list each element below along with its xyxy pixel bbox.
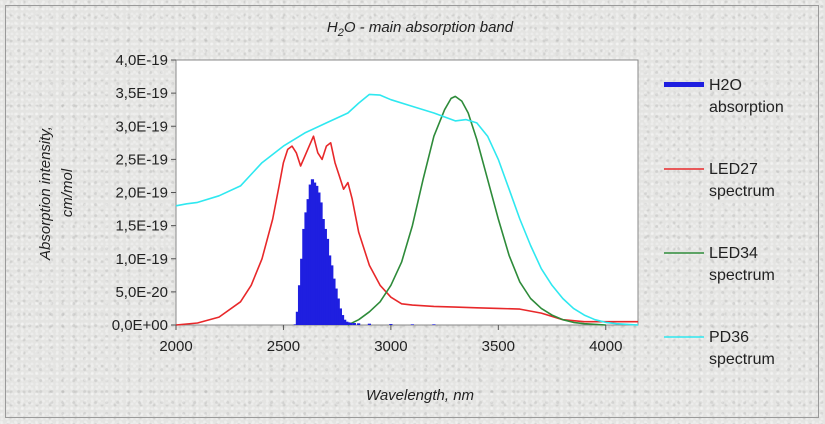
x-tick-label: 3500 (482, 338, 515, 355)
y-tick-label: 1,5E-19 (115, 218, 168, 235)
h2o-bar (352, 323, 356, 325)
h2o-bar (300, 258, 304, 325)
title-subscript: 2 (337, 27, 344, 39)
h2o-bars (293, 179, 436, 325)
h2o-bar (306, 199, 310, 325)
x-tick-label: 3000 (374, 338, 407, 355)
h2o-bar (343, 319, 347, 325)
chart-frame (5, 5, 819, 418)
h2o-bar (302, 228, 306, 325)
y-tick-label: 4,0E-19 (115, 52, 168, 69)
legend-label: spectrum (709, 267, 775, 284)
legend-label: H2O (709, 77, 742, 94)
legend-label: PD36 (709, 329, 749, 346)
y-tick-label: 2,0E-19 (115, 185, 168, 202)
legend: H2O absorption LED27 spectrum LED34 spectrum P… (664, 77, 784, 368)
title-rest: O - main absorption band (344, 19, 514, 36)
h2o-bar (334, 288, 338, 325)
h2o-bar (338, 308, 342, 325)
series-line-1 (175, 135, 638, 326)
legend-label: LED34 (709, 245, 758, 262)
legend-label: spectrum (709, 183, 775, 200)
h2o-bar (357, 323, 361, 325)
h2o-bar (308, 184, 312, 325)
y-axis-label-line2: cm/mol (59, 168, 76, 217)
h2o-bar (349, 323, 353, 325)
y-tick-label: 3,5E-19 (115, 85, 168, 102)
series-line-2 (347, 95, 606, 326)
x-tick-label: 2000 (159, 338, 192, 355)
h2o-bar (310, 179, 315, 325)
h2o-bar (332, 278, 336, 325)
h2o-bar (297, 285, 302, 325)
y-tick-label: 2,5E-19 (115, 151, 168, 168)
chart-title: H2O - main absorption band (327, 19, 514, 39)
plot-background (175, 59, 639, 326)
h2o-bar (319, 202, 323, 325)
y-axis-ticks: 0,0E+00 5,0E-20 1,0E-19 1,5E-19 2,0E-19 2,5E-… (112, 52, 176, 334)
legend-label: spectrum (709, 351, 775, 368)
h2o-bar (410, 324, 414, 325)
title-h: H (327, 19, 338, 36)
h2o-bar (321, 219, 325, 325)
y-tick-label: 0,0E+00 (112, 317, 168, 334)
h2o-bar (347, 322, 351, 325)
y-tick-label: 1,0E-19 (115, 251, 168, 268)
h2o-bar (323, 228, 327, 325)
h2o-bar (389, 324, 393, 325)
x-axis-label: Wavelength, nm (366, 387, 474, 404)
h2o-bar (293, 324, 297, 325)
plot-area (175, 59, 639, 326)
h2o-bar (315, 185, 319, 325)
h2o-bar (432, 324, 436, 325)
y-tick-label: 3,0E-19 (115, 118, 168, 135)
series-lines (175, 93, 639, 326)
h2o-bar (367, 323, 371, 325)
series-line-3 (175, 93, 639, 326)
h2o-bar (330, 265, 334, 325)
h2o-bar (313, 182, 317, 325)
y-tick-label: 5,0E-20 (115, 284, 168, 301)
h2o-bar (295, 311, 300, 325)
h2o-bar (304, 212, 308, 325)
h2o-bar (325, 238, 330, 325)
x-axis-ticks: 2000 2500 3000 3500 4000 (159, 325, 622, 355)
h2o-bar (336, 298, 340, 325)
legend-swatch (664, 82, 704, 87)
h2o-bar (345, 321, 349, 325)
legend-label: LED27 (709, 161, 758, 178)
h2o-bar (328, 255, 332, 325)
h2o-bar (340, 315, 345, 325)
h2o-bar (317, 192, 321, 325)
legend-label: absorption (709, 99, 784, 116)
y-axis-label-line1: Absorption intensity, (37, 126, 54, 261)
x-tick-label: 4000 (589, 338, 622, 355)
x-tick-label: 2500 (267, 338, 300, 355)
